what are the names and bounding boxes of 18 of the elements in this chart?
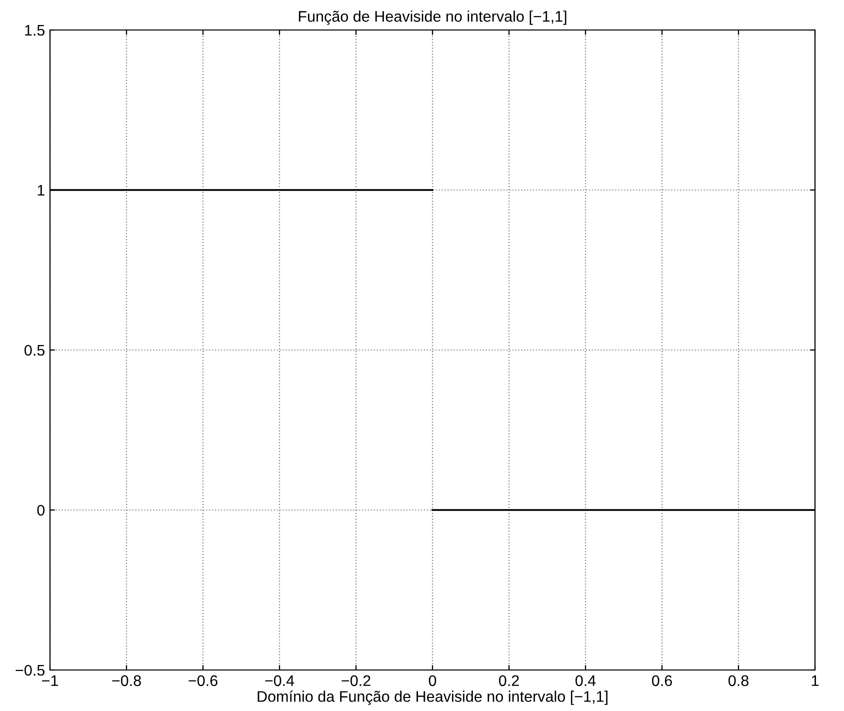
x-tick-label: 0 [428, 675, 436, 686]
y-tick-label: 0.5 [24, 344, 44, 356]
chart-title: Função de Heaviside no intervalo [−1,1] [298, 10, 566, 25]
x-tick-label: 0.8 [728, 675, 748, 686]
x-tick-label: −1 [42, 675, 58, 686]
y-tick-label: −0.5 [16, 664, 44, 676]
x-tick-label: −0.2 [342, 675, 370, 686]
x-tick-label: 0.2 [498, 675, 519, 686]
y-tick-label: 1 [38, 185, 44, 196]
y-tick-label: 0 [37, 504, 45, 516]
y-tick-label: 1.5 [25, 25, 44, 36]
x-axis-title: Domínio da Função de Heaviside no intervalo [−1,1] [258, 690, 608, 705]
x-tick-label: 0.4 [575, 675, 596, 686]
x-tick-label: −0.4 [265, 675, 294, 686]
x-tick-label: 0.6 [652, 675, 672, 686]
x-tick-label: 1 [812, 675, 819, 686]
x-tick-label: −0.8 [112, 675, 141, 686]
x-tick-label: −0.6 [188, 675, 218, 686]
